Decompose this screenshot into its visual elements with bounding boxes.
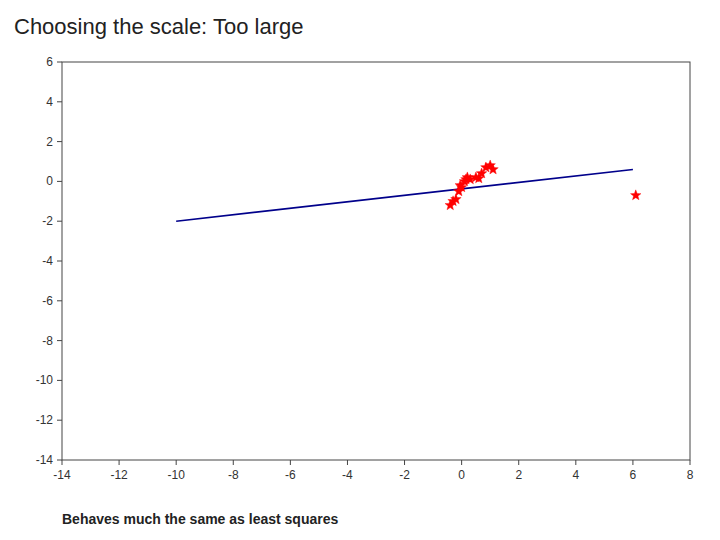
y-tick-label: -12 xyxy=(36,413,54,427)
x-tick-label: -12 xyxy=(110,468,128,482)
x-tick xyxy=(632,460,633,465)
y-tick xyxy=(57,420,62,421)
x-tick xyxy=(233,460,234,465)
y-tick-label: 2 xyxy=(46,135,53,149)
x-tick-label: 4 xyxy=(572,468,579,482)
x-tick xyxy=(119,460,120,465)
y-tick-label: -6 xyxy=(42,294,53,308)
y-tick-label: 6 xyxy=(46,55,53,69)
x-tick xyxy=(404,460,405,465)
x-tick-label: 8 xyxy=(687,468,694,482)
x-tick xyxy=(461,460,462,465)
y-tick-label: -2 xyxy=(42,214,53,228)
x-tick xyxy=(176,460,177,465)
data-point xyxy=(455,180,465,190)
x-tick xyxy=(575,460,576,465)
y-tick xyxy=(57,181,62,182)
data-point xyxy=(488,164,498,174)
x-tick-label: -2 xyxy=(399,468,410,482)
y-tick-label: -10 xyxy=(36,373,54,387)
y-tick xyxy=(57,261,62,262)
x-tick-label: -10 xyxy=(168,468,186,482)
y-tick xyxy=(57,460,62,461)
plot-area xyxy=(176,160,641,221)
x-tick-label: 2 xyxy=(515,468,522,482)
y-tick xyxy=(57,221,62,222)
x-tick-label: -4 xyxy=(342,468,353,482)
title: Choosing the scale: Too large xyxy=(14,14,303,39)
y-tick-label: -14 xyxy=(36,453,54,467)
x-tick-label: -14 xyxy=(53,468,71,482)
data-point xyxy=(631,190,641,200)
subtitle: Behaves much the same as least squares xyxy=(62,511,338,527)
y-tick xyxy=(57,62,62,63)
x-tick-label: -8 xyxy=(228,468,239,482)
y-tick xyxy=(57,141,62,142)
x-tick-label: 0 xyxy=(458,468,465,482)
y-tick xyxy=(57,300,62,301)
chart: Choosing the scale: Too large Behaves muc… xyxy=(0,0,720,540)
y-tick xyxy=(57,101,62,102)
x-tick-label: -6 xyxy=(285,468,296,482)
y-tick-label: -8 xyxy=(42,334,53,348)
y-tick-label: 4 xyxy=(46,95,53,109)
data-point xyxy=(474,173,484,183)
y-tick xyxy=(57,340,62,341)
chart-container: Choosing the scale: Too large Behaves muc… xyxy=(0,0,720,540)
x-tick xyxy=(347,460,348,465)
y-tick-label: 0 xyxy=(46,174,53,188)
plot-frame xyxy=(62,62,690,460)
x-tick xyxy=(518,460,519,465)
x-tick xyxy=(290,460,291,465)
x-tick xyxy=(62,460,63,465)
y-tick xyxy=(57,380,62,381)
y-tick-label: -4 xyxy=(42,254,53,268)
data-line xyxy=(176,169,633,221)
x-tick-label: 6 xyxy=(630,468,637,482)
x-tick xyxy=(690,460,691,465)
